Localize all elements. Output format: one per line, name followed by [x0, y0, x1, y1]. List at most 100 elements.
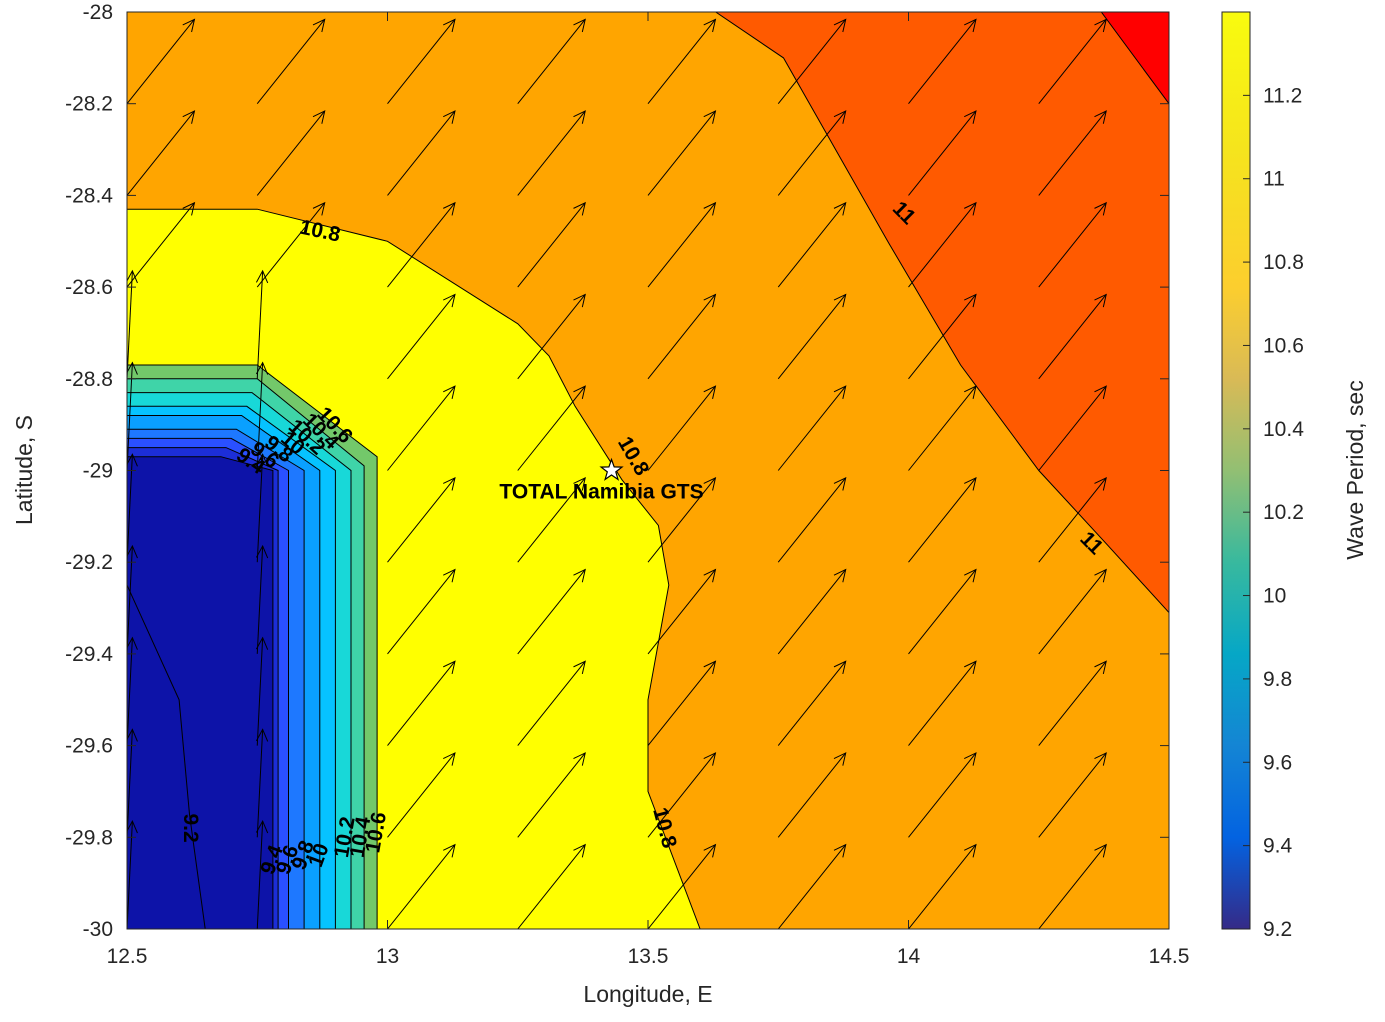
arrow-shaft	[256, 821, 264, 929]
arrow-shaft	[387, 110, 456, 196]
arrow-shaft	[127, 202, 195, 288]
arrow-shaft	[1038, 110, 1107, 196]
arrow-shaft	[387, 385, 456, 471]
arrow-head	[964, 293, 977, 308]
arrow-shaft	[647, 477, 716, 563]
arrow-shaft	[1038, 477, 1107, 563]
arrow	[777, 752, 847, 838]
arrow-shaft	[517, 294, 586, 380]
arrow	[647, 752, 717, 838]
arrow-shaft	[647, 110, 716, 196]
band-11-11.2	[715, 12, 1169, 613]
arrow-head	[255, 544, 269, 559]
arrow-head	[833, 660, 847, 675]
arrow-shaft	[256, 270, 264, 379]
y-tick-label: -28.2	[65, 93, 113, 116]
arrow-shaft	[777, 202, 847, 288]
arrow-shaft	[387, 202, 456, 288]
contour-line-corner-0	[127, 364, 378, 929]
arrow-head	[1094, 568, 1107, 583]
arrow-head	[964, 660, 977, 675]
arrow	[908, 660, 977, 746]
y-tick-label: -29.2	[65, 551, 113, 574]
arrow-shaft	[127, 19, 195, 105]
arrow-head	[703, 293, 717, 308]
arrow	[387, 110, 456, 196]
arrow	[1038, 385, 1107, 471]
arrow	[517, 476, 586, 563]
arrow-shaft	[127, 546, 133, 654]
arrow-shaft	[127, 362, 133, 471]
arrow-shaft	[387, 477, 456, 563]
arrow-head	[573, 843, 586, 858]
arrow-shaft	[387, 844, 456, 929]
x-tick-label: 14.5	[1149, 945, 1190, 968]
arrow-shaft	[1038, 660, 1107, 746]
arrow-head	[964, 18, 977, 33]
site-marker: TOTAL Namibia GTS	[499, 457, 704, 504]
site-label: TOTAL Namibia GTS	[499, 481, 703, 504]
arrow-head	[964, 476, 977, 491]
contour-line-corner-2	[127, 392, 352, 929]
y-tick-label: -29.6	[65, 735, 113, 758]
arrow-head	[964, 752, 977, 766]
arrow-shaft	[387, 660, 456, 746]
arrow	[517, 18, 586, 105]
arrow-head	[443, 568, 456, 583]
arrow-head	[127, 728, 138, 742]
arrow-shaft	[127, 637, 133, 746]
arrow	[127, 819, 138, 929]
y-tick-label: -28	[83, 1, 113, 24]
colorbar-tick-label: 9.2	[1263, 918, 1292, 941]
arrow-head	[833, 18, 847, 33]
arrow-head	[1094, 752, 1107, 766]
arrow-shaft	[517, 385, 586, 471]
arrow	[517, 293, 586, 380]
arrow-head	[1094, 660, 1107, 675]
arrow	[777, 110, 847, 196]
arrow-shaft	[908, 202, 977, 288]
colorbar-tick-label: 9.6	[1263, 751, 1292, 774]
arrow	[777, 476, 847, 563]
arrow-shaft	[127, 454, 133, 563]
contour-line-11	[715, 12, 1169, 613]
arrow-head	[312, 110, 326, 124]
arrow-head	[127, 361, 138, 375]
arrow-head	[1094, 293, 1107, 308]
arrow-shaft	[1038, 844, 1107, 929]
arrow-shaft	[908, 752, 977, 838]
arrow	[387, 385, 456, 471]
arrow-head	[1094, 110, 1107, 124]
arrow	[255, 269, 269, 379]
arrow-head	[573, 201, 586, 216]
arrow-shaft	[1038, 752, 1107, 838]
arrow	[255, 728, 269, 838]
arrow-shaft	[127, 110, 195, 196]
arrow-shaft	[256, 637, 264, 746]
arrow	[127, 110, 196, 196]
arrow	[517, 201, 586, 288]
arrow-head	[964, 843, 977, 858]
arrow-shaft	[777, 844, 847, 929]
arrow	[647, 293, 717, 380]
y-tick-label: -28.8	[65, 368, 113, 391]
arrow-head	[1094, 843, 1107, 858]
arrow-head	[182, 110, 196, 124]
arrow-head	[573, 476, 586, 491]
arrow	[387, 568, 456, 655]
contour-line-corner-1	[127, 378, 365, 929]
arrow	[1038, 660, 1107, 746]
arrow-head	[703, 110, 717, 124]
arrow	[1038, 752, 1107, 838]
wave-direction-arrows	[127, 18, 1107, 929]
arrow-head	[127, 819, 138, 834]
arrow-head	[127, 544, 138, 559]
arrow-head	[127, 269, 138, 284]
y-axis-label: Latitude, S	[11, 415, 37, 525]
arrow	[387, 660, 456, 746]
arrow-shaft	[908, 19, 977, 105]
arrow-head	[703, 385, 717, 399]
arrow-shaft	[908, 385, 977, 471]
arrow-head	[703, 18, 717, 33]
